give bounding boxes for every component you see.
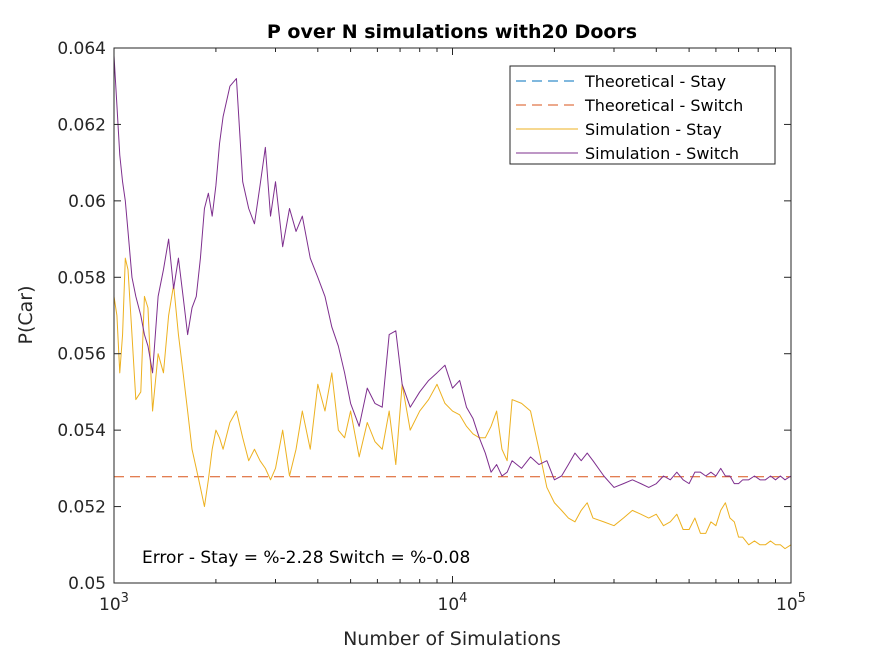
legend-label-simulation-stay: Simulation - Stay (585, 120, 722, 139)
x-axis-label: Number of Simulations (343, 628, 561, 650)
legend-box (509, 65, 776, 165)
y-tick-label: 0.054 (57, 421, 106, 441)
x-tick-label: 104 (438, 591, 468, 615)
legend-label-simulation-switch: Simulation - Switch (585, 144, 739, 163)
y-tick-label: 0.052 (57, 498, 106, 518)
legend-label-theoretical-stay: Theoretical - Stay (584, 72, 726, 91)
y-tick-label: 0.06 (68, 192, 106, 212)
series-line-simulation-switch (113, 55, 792, 488)
legend-label-theoretical-switch: Theoretical - Switch (584, 96, 743, 115)
x-tick-label: 105 (776, 591, 806, 615)
y-tick-label: 0.05 (68, 574, 106, 594)
y-tick-label: 0.058 (57, 268, 106, 288)
y-tick-label: 0.064 (57, 39, 106, 59)
y-axis-label: P(Car) (15, 285, 37, 344)
ticks-layer: 0.05 0.052 0.054 0.056 0.058 0.06 0.062 0.064 10… (57, 39, 806, 615)
legend: Theoretical - Stay Theoretical - Switch Si… (509, 65, 776, 165)
error-annotation: Error - Stay = %-2.28 Switch = %-0.08 (142, 548, 470, 568)
chart-title: P over N simulations with20 Doors (267, 21, 637, 43)
x-tick-label: 103 (99, 591, 129, 615)
y-tick-label: 0.056 (57, 345, 106, 365)
series-line-simulation-stay (113, 257, 792, 550)
y-tick-label: 0.062 (57, 115, 106, 135)
